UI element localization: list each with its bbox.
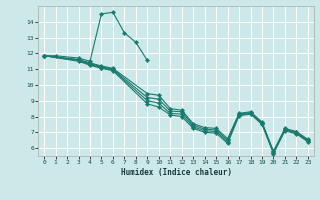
X-axis label: Humidex (Indice chaleur): Humidex (Indice chaleur) xyxy=(121,168,231,177)
